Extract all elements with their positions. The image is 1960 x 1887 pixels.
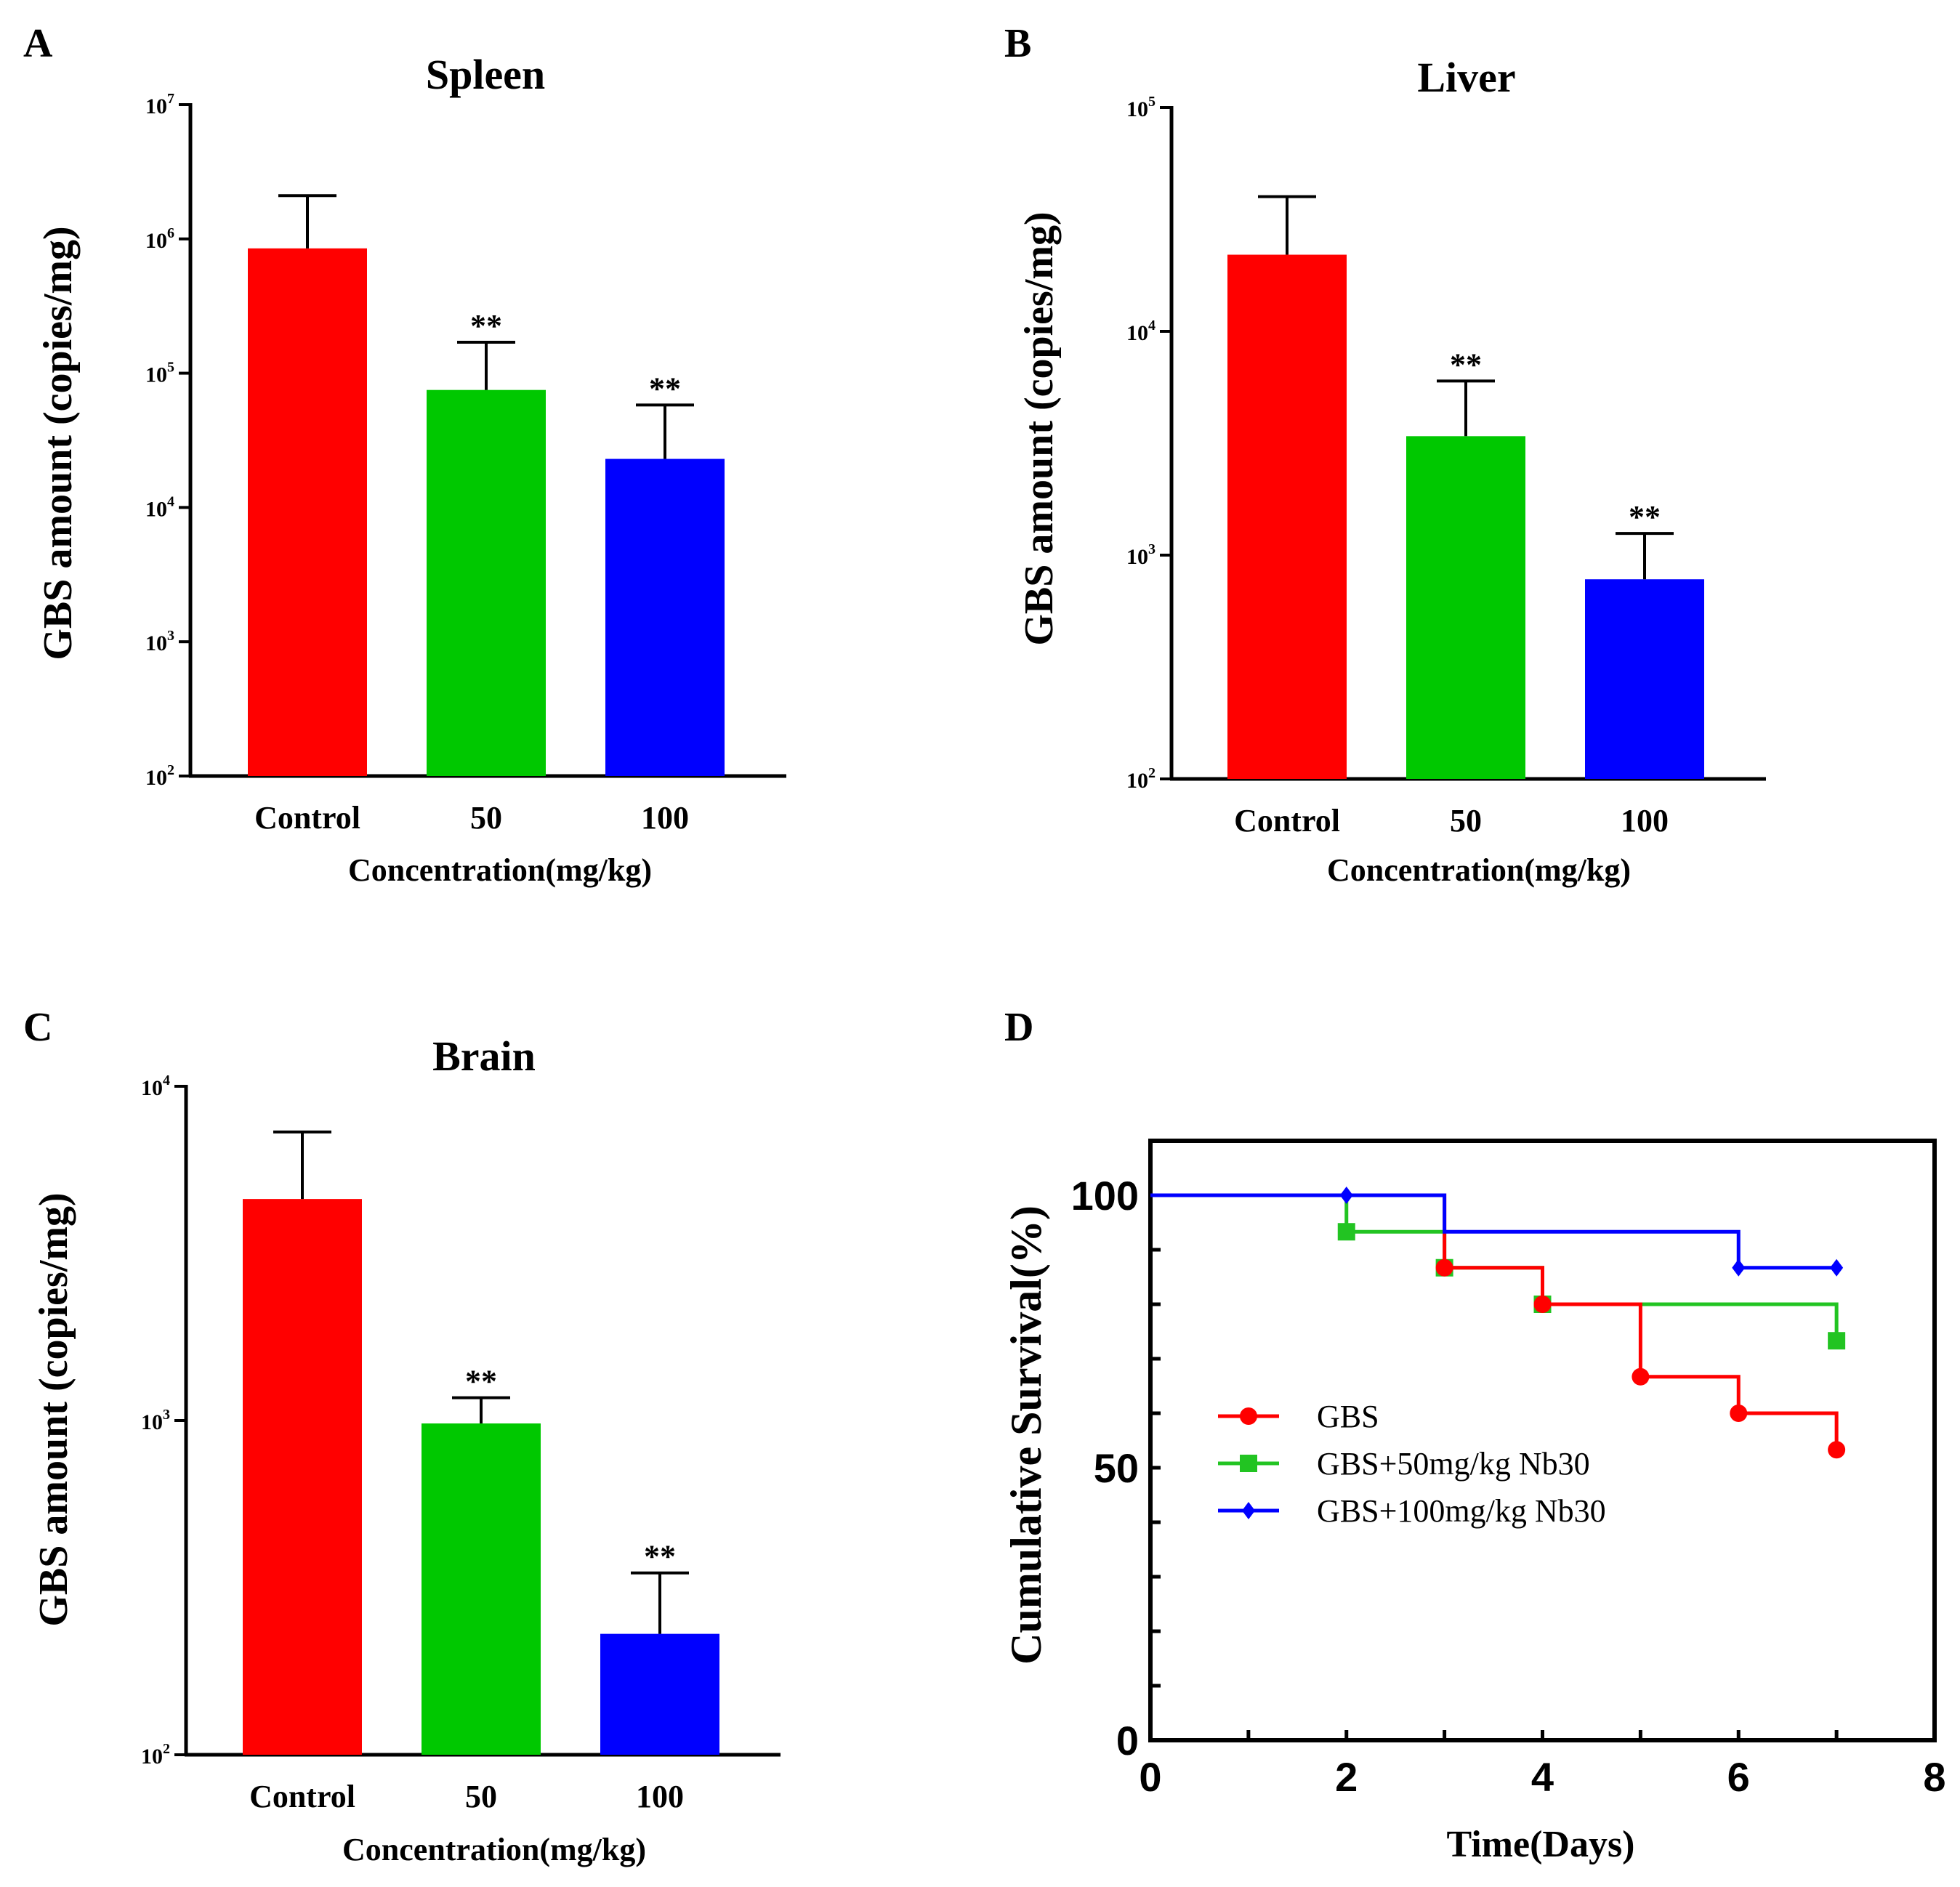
significance-label-b: ** [1629, 499, 1661, 535]
data-point-gbs-100mg-kg-nb30 [1732, 1258, 1746, 1277]
panel-letter-d: D [1004, 1005, 1033, 1050]
y-tick-label-a: 106 [145, 225, 174, 253]
bar-control-b [1227, 254, 1347, 779]
legend-marker-gbs-100mg-kg-nb30 [1242, 1502, 1255, 1519]
x-tick-label-d: 8 [1923, 1754, 1945, 1800]
x-tick-label-d: 2 [1335, 1754, 1358, 1800]
data-point-gbs [1730, 1405, 1748, 1422]
data-point-gbs [1632, 1367, 1650, 1386]
y-tick-label-b: 105 [1126, 94, 1156, 121]
legend-label-gbs-100mg-kg-nb30: GBS+100mg/kg Nb30 [1317, 1493, 1606, 1529]
x-tick-label-a: 100 [641, 800, 689, 836]
x-axis-label-d: Time(Days) [1446, 1824, 1634, 1865]
x-axis-label-a: Concentration(mg/kg) [348, 852, 652, 888]
x-tick-label-c: 100 [636, 1779, 684, 1814]
y-tick-label-c: 104 [141, 1072, 170, 1100]
legend-label-gbs-50mg-kg-nb30: GBS+50mg/kg Nb30 [1317, 1446, 1590, 1482]
x-tick-label-a: Control [254, 800, 360, 836]
data-point-gbs-100mg-kg-nb30 [1830, 1258, 1844, 1277]
x-tick-label-d: 0 [1139, 1754, 1161, 1800]
x-axis-label-b: Concentration(mg/kg) [1327, 852, 1631, 888]
y-tick-label-b: 103 [1126, 541, 1156, 569]
y-axis-label-b: GBS amount (copies/mg) [1017, 211, 1062, 645]
x-tick-label-c: 50 [465, 1779, 497, 1814]
y-tick-label-a: 107 [145, 91, 174, 118]
chart-title-b: Liver [1417, 54, 1515, 101]
significance-label-b: ** [1450, 347, 1482, 382]
panel-a-spleen: A Spleen Concentration(mg/kg) GBS amount… [23, 21, 786, 888]
y-tick-label-b: 102 [1126, 765, 1156, 793]
data-point-gbs-50mg-kg-nb30 [1828, 1332, 1846, 1350]
chart-title-c: Brain [432, 1033, 536, 1080]
data-point-gbs-50mg-kg-nb30 [1337, 1223, 1355, 1241]
legend-marker-gbs-50mg-kg-nb30 [1240, 1455, 1257, 1472]
bar-control-a [248, 248, 367, 776]
significance-label-c: ** [465, 1364, 497, 1399]
y-tick-label-c: 102 [141, 1741, 170, 1769]
plot-area-b: 102 103 104 105 Control ** 50 ** 100 [1126, 94, 1766, 839]
y-tick-label-d: 0 [1116, 1718, 1139, 1763]
y-axis-label-d: Cumulative Survival(%) [1002, 1205, 1050, 1665]
legend-marker-gbs [1240, 1407, 1257, 1425]
panel-letter-a: A [23, 21, 53, 66]
x-tick-label-c: Control [249, 1779, 355, 1814]
plot-area-c: 102 103 104 Control ** 50 ** 100 [141, 1072, 781, 1814]
x-axis-label-c: Concentration(mg/kg) [342, 1832, 646, 1867]
bar-100-c [600, 1633, 719, 1755]
x-tick-label-d: 4 [1531, 1754, 1554, 1800]
significance-label-c: ** [644, 1539, 676, 1575]
significance-label-a: ** [649, 371, 681, 406]
series-line-gbs [1150, 1193, 1839, 1450]
plot-area-d: 0 2 4 6 8 0 50 100 GBS GBS+50mg/kg Nb30 GBS+100mg/… [1071, 1139, 1946, 1800]
bar-50-c [422, 1423, 541, 1755]
x-tick-label-b: 50 [1450, 803, 1482, 839]
bar-50-a [427, 389, 546, 776]
plot-area-a: 102 103 104 105 106 107 Control ** 50 ** 100 [145, 91, 786, 836]
data-point-gbs-100mg-kg-nb30 [1339, 1187, 1353, 1204]
legend-label-gbs: GBS [1317, 1399, 1379, 1434]
y-tick-label-a: 104 [145, 493, 174, 521]
significance-label-a: ** [470, 308, 502, 344]
y-tick-label-a: 105 [145, 360, 174, 387]
x-tick-label-b: Control [1234, 803, 1340, 839]
data-point-gbs [1828, 1441, 1846, 1459]
bar-100-a [605, 458, 725, 776]
data-point-gbs [1435, 1258, 1453, 1277]
x-tick-label-d: 6 [1727, 1754, 1750, 1800]
panel-letter-c: C [23, 1005, 52, 1050]
y-tick-label-c: 103 [141, 1407, 170, 1434]
bar-100-b [1585, 579, 1704, 779]
y-tick-label-a: 102 [145, 762, 174, 790]
bar-50-b [1406, 436, 1525, 779]
panel-d-survival: D Cumulative Survival(%) Time(Days) 0 2 4 6… [1002, 1005, 1946, 1865]
panel-b-liver: B Liver Concentration(mg/kg) GBS amount … [1004, 21, 1766, 888]
panel-c-brain: C Brain Concentration(mg/kg) GBS amount … [23, 1005, 781, 1867]
x-tick-label-a: 50 [470, 800, 502, 836]
y-axis-label-c: GBS amount (copies/mg) [31, 1192, 76, 1626]
bar-control-c [243, 1199, 362, 1755]
y-tick-label-d: 100 [1071, 1173, 1139, 1219]
x-tick-label-b: 100 [1621, 803, 1669, 839]
y-axis-label-a: GBS amount (copies/mg) [36, 226, 81, 660]
panel-letter-b: B [1004, 21, 1031, 66]
y-tick-label-b: 104 [1126, 318, 1156, 345]
y-tick-label-d: 50 [1094, 1445, 1139, 1491]
y-tick-label-a: 103 [145, 628, 174, 655]
data-point-gbs [1533, 1296, 1552, 1313]
chart-title-a: Spleen [426, 51, 545, 98]
